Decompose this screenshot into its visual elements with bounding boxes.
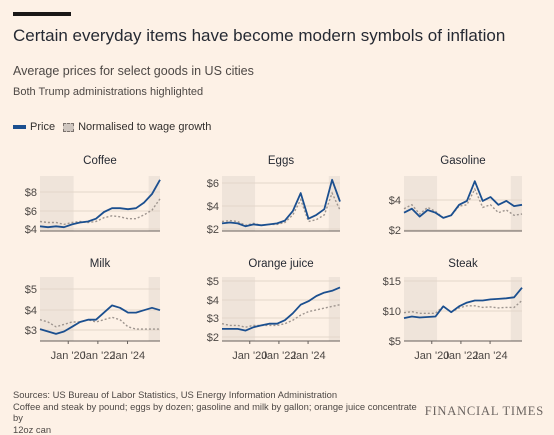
orange-juice-price-line (222, 286, 341, 332)
chart-subtitle: Average prices for select goods in US ci… (13, 64, 254, 78)
eggs-y-tick-label: $4 (207, 201, 219, 213)
orange-juice-y-tick-label: $5 (207, 276, 219, 288)
gasoline-panel-title: Gasoline (440, 155, 485, 167)
gasoline-first-term-band (404, 176, 438, 231)
units-line: Coffee and steak by pound; eggs by dozen… (13, 400, 417, 424)
coffee-price-line (39, 179, 161, 229)
milk-x-tick-label: Jan '22 (80, 350, 115, 362)
legend: Price Normalised to wage growth (13, 121, 211, 133)
brand-logo: FINANCIAL TIMES (424, 404, 544, 418)
coffee-y-tick-label: $8 (25, 187, 37, 199)
milk-x-tick-label: Jan '20 (51, 350, 86, 362)
highlight-note: Both Trump administrations highlighted (13, 86, 204, 98)
milk-x-tick-label: Jan '24 (110, 350, 145, 362)
coffee-normalised-line (39, 198, 161, 226)
orange-juice-first-term-band (222, 277, 256, 341)
steak-y-tick-label: $15 (383, 276, 401, 288)
milk-y-tick-label: $5 (25, 284, 37, 296)
coffee-second-term-band (148, 176, 160, 231)
orange-juice-second-term-band (328, 277, 340, 341)
steak-second-term-band (510, 277, 522, 341)
coffee-y-tick-label: $6 (25, 206, 37, 218)
gasoline-y-tick-label: $2 (389, 225, 401, 237)
units-line-continued: 12oz can (13, 423, 52, 435)
milk-y-tick-label: $3 (25, 325, 37, 337)
milk-y-tick-label: $4 (25, 305, 37, 317)
coffee-panel-title: Coffee (83, 155, 117, 167)
gasoline-price-line (403, 180, 523, 219)
legend-normalised-swatch (63, 122, 75, 132)
chart-title: Certain everyday items have become moder… (13, 26, 506, 45)
legend-price-label: Price (30, 121, 56, 133)
gasoline-second-term-band (510, 176, 522, 231)
orange-juice-x-tick-label: Jan '22 (261, 350, 296, 362)
eggs-normalised-line (221, 191, 341, 227)
legend-normalised-label: Normalised to wage growth (78, 121, 212, 133)
milk-price-line (39, 304, 161, 335)
orange-juice-panel-title: Orange juice (248, 258, 313, 270)
orange-juice-x-tick-label: Jan '24 (290, 350, 325, 362)
milk-panel-title: Milk (90, 258, 111, 270)
eggs-y-tick-label: $2 (207, 224, 219, 236)
coffee-y-tick-label: $4 (25, 224, 37, 236)
orange-juice-y-tick-label: $4 (207, 295, 219, 307)
steak-panel-title: Steak (448, 258, 478, 270)
orange-juice-y-tick-label: $3 (207, 313, 219, 325)
title-rule (13, 12, 71, 16)
eggs-y-tick-label: $6 (207, 178, 219, 190)
steak-x-tick-label: Jan '22 (443, 350, 478, 362)
steak-x-tick-label: Jan '20 (414, 350, 449, 362)
sources-line: Sources: US Bureau of Labor Statistics, … (13, 389, 338, 400)
orange-juice-x-tick-label: Jan '20 (232, 350, 267, 362)
legend-price-swatch (13, 125, 26, 129)
milk-normalised-line (39, 316, 160, 330)
steak-x-tick-label: Jan '24 (472, 350, 507, 362)
steak-normalised-line (403, 299, 523, 314)
eggs-second-term-band (328, 176, 340, 231)
steak-y-tick-label: $5 (389, 336, 401, 348)
steak-price-line (403, 287, 523, 319)
steak-first-term-band (404, 277, 438, 341)
sources-note: Sources: US Bureau of Labor Statistics, … (13, 389, 423, 435)
eggs-panel-title: Eggs (268, 155, 294, 167)
steak-y-tick-label: $10 (383, 306, 401, 318)
eggs-price-line (221, 178, 341, 228)
gasoline-y-tick-label: $4 (389, 195, 401, 207)
orange-juice-y-tick-label: $2 (207, 332, 219, 344)
